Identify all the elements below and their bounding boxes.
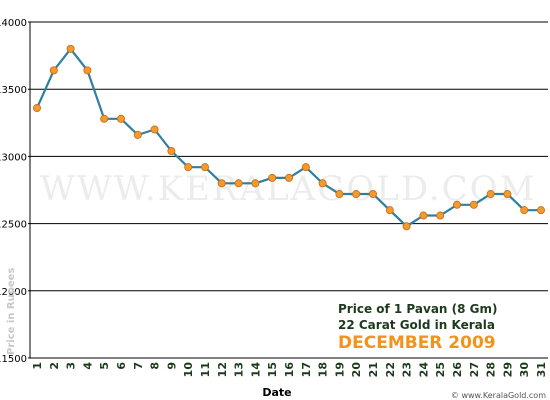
data-point (200, 163, 209, 172)
data-point (537, 206, 546, 215)
data-point (184, 163, 193, 172)
y-axis-label: Price in Rupees (6, 268, 17, 355)
data-point (83, 66, 92, 75)
x-tick-label: 13 (233, 362, 246, 377)
x-tick-label: 6 (115, 362, 128, 370)
x-tick-label: 15 (266, 362, 279, 377)
data-point (486, 190, 495, 199)
x-tick-label: 7 (132, 362, 145, 370)
data-point (133, 130, 142, 139)
info-line-1: Price of 1 Pavan (8 Gm) (338, 302, 498, 316)
data-point (301, 163, 310, 172)
x-tick-label: 14 (249, 362, 262, 378)
y-tick-label: 12000 (0, 287, 27, 298)
data-point (520, 206, 529, 215)
x-tick-label: 31 (535, 362, 548, 377)
data-point (352, 190, 361, 199)
data-point (33, 104, 42, 113)
data-point (318, 179, 327, 188)
x-axis-ticks: 1 2 3 4 5 6 7 8 9 10 11 12 13 14 15 16 17 18 19 20 21 22 23 24 2… (31, 362, 548, 378)
data-point (402, 222, 411, 231)
grid-lines (30, 21, 548, 292)
y-tick-label: 11500 (0, 354, 27, 365)
x-tick-label: 27 (468, 362, 481, 377)
x-tick-label: 20 (350, 362, 363, 378)
x-tick-label: 30 (518, 362, 531, 378)
x-tick-label: 18 (317, 362, 330, 377)
data-point (66, 44, 75, 53)
x-tick-label: 23 (401, 362, 414, 377)
data-points (33, 44, 546, 231)
x-tick-label: 29 (501, 362, 514, 377)
x-tick-label: 24 (417, 362, 430, 378)
x-tick-label: 26 (451, 362, 464, 378)
data-point (150, 125, 159, 134)
x-axis-label: Date (262, 386, 291, 399)
data-point (251, 179, 260, 188)
data-point (167, 147, 176, 156)
y-tick-label: 13000 (0, 152, 27, 163)
data-point (100, 114, 109, 123)
x-tick-label: 9 (165, 362, 178, 370)
x-tick-label: 10 (182, 362, 195, 378)
data-point (503, 190, 512, 199)
x-tick-label: 17 (300, 362, 313, 377)
data-point (368, 190, 377, 199)
data-point (268, 173, 277, 182)
y-tick-label: 14000 (0, 18, 27, 29)
data-point (284, 173, 293, 182)
x-tick-label: 3 (65, 362, 78, 370)
y-tick-label: 13500 (0, 85, 27, 96)
data-point (469, 200, 478, 209)
data-point (234, 179, 243, 188)
y-axis-ticks: 11500 12000 12500 13000 13500 14000 (0, 18, 30, 365)
data-point (419, 211, 428, 220)
x-tick-label: 19 (333, 362, 346, 377)
x-tick-label: 2 (48, 362, 61, 370)
data-point (117, 114, 126, 123)
data-point (335, 190, 344, 199)
info-line-2: 22 Carat Gold in Kerala (338, 318, 495, 332)
x-tick-label: 11 (199, 362, 212, 377)
data-point (217, 179, 226, 188)
x-tick-label: 25 (434, 362, 447, 377)
x-tick-label: 16 (283, 362, 296, 378)
data-point (385, 206, 394, 215)
credit-text: © www.KeralaGold.com (451, 391, 546, 400)
data-point (49, 66, 58, 75)
x-tick-label: 21 (367, 362, 380, 377)
x-tick-label: 28 (485, 362, 498, 377)
x-tick-label: 4 (81, 362, 94, 370)
y-tick-label: 12500 (0, 220, 27, 231)
data-point (436, 211, 445, 220)
x-tick-label: 12 (216, 362, 229, 377)
x-tick-label: 1 (31, 362, 44, 370)
info-line-3: DECEMBER 2009 (338, 333, 496, 353)
x-tick-label: 5 (98, 362, 111, 370)
x-tick-label: 22 (384, 362, 397, 377)
data-point (452, 200, 461, 209)
x-tick-label: 8 (149, 362, 162, 370)
